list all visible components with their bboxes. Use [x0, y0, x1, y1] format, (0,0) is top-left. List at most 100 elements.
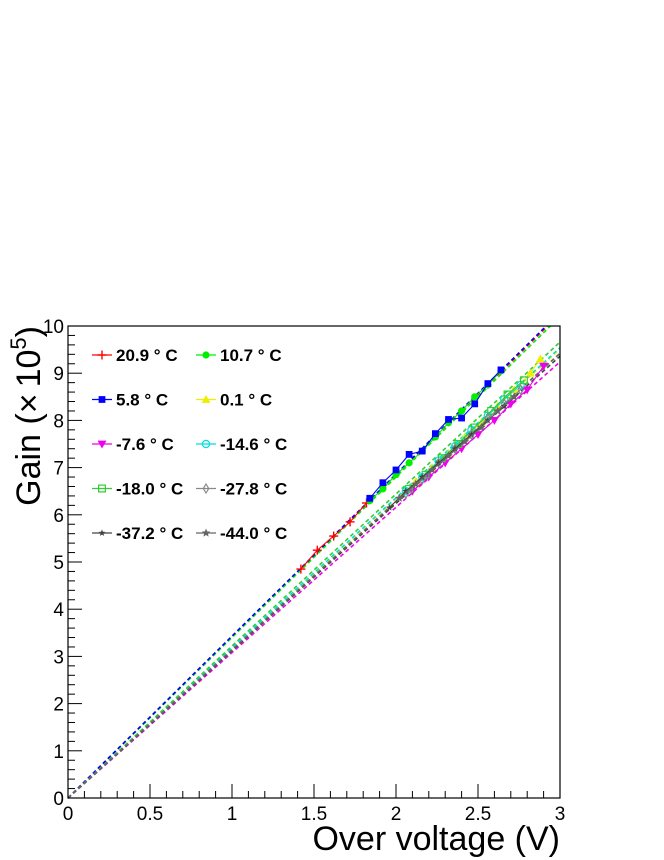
- data-point: [201, 528, 211, 537]
- y-tick-label: 0: [53, 789, 64, 810]
- x-tick-label: 0: [63, 804, 74, 825]
- data-point: [484, 412, 492, 424]
- legend-entry: 0.1 ° C: [196, 391, 272, 410]
- data-point: [379, 485, 387, 493]
- legend-entry: -27.8 ° C: [196, 480, 287, 499]
- data-point: [418, 473, 426, 480]
- series: [366, 366, 505, 502]
- y-tick-label: 5: [53, 553, 64, 574]
- y-tick-label: 3: [53, 647, 64, 668]
- data-point: [451, 445, 459, 452]
- y-tick-label: 9: [53, 364, 64, 385]
- data-point: [500, 398, 508, 410]
- data-point: [471, 393, 479, 401]
- data-point: [201, 439, 211, 449]
- data-point: [202, 482, 210, 495]
- data-point: [405, 459, 413, 467]
- data-point: [402, 487, 410, 495]
- y-axis-title-text: Gain (: [10, 413, 48, 506]
- data-point: [484, 380, 492, 387]
- fit-line: [67, 352, 561, 799]
- legend-label: 0.1 ° C: [220, 391, 272, 410]
- legend: 20.9 ° C 10.7 ° C 5.8 ° C 0.1 ° C -7.6 ° C -1…: [92, 346, 287, 543]
- data-point: [509, 392, 519, 401]
- series: [296, 498, 371, 574]
- y-tick-label: 10: [43, 317, 64, 338]
- data-point: [329, 531, 339, 541]
- data-point: [471, 400, 479, 408]
- data-point: [535, 354, 545, 363]
- data-point: [202, 351, 210, 359]
- x-tick-label: 1.5: [301, 804, 327, 825]
- x-axis-ticks: 0 0.5 1 1.5 2 2.5 3: [63, 784, 566, 825]
- data-point: [312, 545, 322, 555]
- data-point: [519, 376, 528, 385]
- y-axis-title-times: ×: [10, 393, 48, 413]
- x-tick-label: 0.5: [137, 804, 163, 825]
- y-tick-label: 6: [53, 506, 64, 527]
- y-axis-title-exponent: 5: [6, 337, 31, 349]
- data-point: [402, 487, 410, 500]
- data-point: [444, 451, 453, 460]
- legend-label: -7.6 ° C: [116, 435, 174, 454]
- legend-entry: -14.6 ° C: [196, 435, 287, 454]
- data-point: [392, 466, 400, 474]
- data-point: [97, 440, 107, 449]
- legend-entry: 5.8 ° C: [92, 391, 168, 410]
- x-tick-label: 3: [555, 804, 566, 825]
- data-point: [345, 517, 355, 527]
- data-point: [468, 430, 475, 438]
- data-point: [493, 406, 502, 415]
- legend-label: -37.2 ° C: [116, 524, 183, 543]
- y-tick-label: 1: [53, 742, 64, 763]
- y-tick-label: 2: [53, 695, 64, 716]
- legend-label: -44.0 ° C: [220, 524, 287, 543]
- fit-line: [67, 347, 561, 799]
- data-point: [395, 493, 404, 502]
- legend-label: 10.7 ° C: [220, 346, 282, 365]
- legend-label: 20.9 ° C: [116, 346, 178, 365]
- data-point: [497, 366, 505, 374]
- y-tick-label: 4: [53, 600, 64, 621]
- legend-label: 5.8 ° C: [116, 391, 168, 410]
- data-point: [487, 406, 496, 415]
- y-tick-label: 7: [53, 459, 64, 480]
- legend-entry: -44.0 ° C: [196, 524, 287, 543]
- y-axis-title: Gain (× 105): [6, 326, 48, 506]
- data-point: [386, 504, 393, 511]
- data-point: [484, 416, 492, 424]
- x-tick-label: 2.5: [465, 804, 491, 825]
- data-point: [98, 484, 106, 493]
- data-point: [427, 465, 437, 474]
- data-point: [539, 362, 549, 371]
- data-point: [418, 447, 426, 455]
- data-point: [445, 416, 452, 423]
- data-point: [489, 417, 499, 425]
- data-point: [506, 400, 516, 409]
- data-point: [411, 479, 420, 488]
- y-tick-label: 8: [53, 411, 64, 432]
- data-point: [517, 384, 525, 396]
- data-point: [473, 431, 483, 440]
- data-point: [503, 390, 512, 399]
- data-point: [477, 422, 486, 432]
- data-point: [458, 414, 465, 422]
- legend-entry: 20.9 ° C: [92, 346, 178, 365]
- data-point: [431, 430, 439, 437]
- series: [395, 392, 519, 502]
- data-point: [296, 564, 306, 574]
- y-axis-ticks: 0 1 2 3 4 5 6 7 8 9 10: [43, 317, 82, 810]
- legend-entry: -7.6 ° C: [92, 435, 174, 454]
- data-point: [98, 396, 106, 403]
- data-point: [98, 529, 106, 536]
- data-point: [525, 368, 535, 377]
- legend-entry: 10.7 ° C: [196, 346, 282, 365]
- x-axis-title: Over voltage (V): [312, 820, 560, 858]
- legend-label: -27.8 ° C: [220, 480, 287, 499]
- fit-line: [67, 355, 561, 799]
- legend-entry: -18.0 ° C: [92, 480, 183, 499]
- data-point: [435, 459, 443, 466]
- data-point: [458, 407, 466, 415]
- y-axis-title-close: ): [10, 326, 48, 337]
